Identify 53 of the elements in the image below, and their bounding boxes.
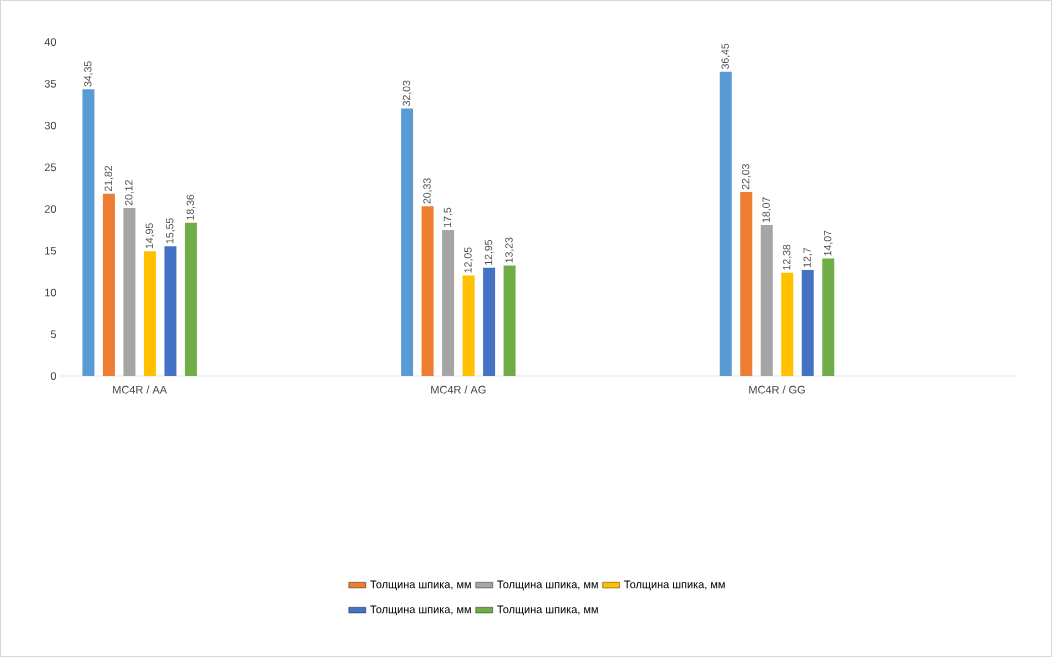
bar (82, 89, 95, 376)
bar (442, 229, 455, 376)
bar (102, 193, 115, 376)
bar (719, 71, 732, 376)
y-tick-label: 30 (44, 121, 57, 130)
bar (164, 246, 177, 376)
data-label: 12,7 (803, 247, 813, 267)
data-label: 12,95 (484, 239, 494, 265)
data-label: 14,95 (145, 223, 155, 249)
data-label: 12,05 (464, 247, 473, 273)
y-tick-label: 20 (44, 205, 57, 213)
bar (401, 108, 414, 376)
x-tick-label: MC4R / AA (113, 385, 168, 394)
data-label: 21,82 (104, 165, 114, 192)
data-label: 22,03 (741, 164, 751, 190)
bar (483, 267, 496, 376)
y-tick-label: 10 (45, 288, 57, 297)
bar (760, 225, 773, 376)
legend-label: Толщина шпика, мм (497, 605, 598, 616)
y-tick-label: 0 (50, 372, 57, 380)
data-label: 34,35 (84, 61, 93, 87)
data-label: 20,12 (125, 180, 134, 206)
data-label: 32,03 (402, 80, 412, 106)
x-tick-label: MC4R / GG (749, 385, 805, 394)
bar (781, 272, 794, 376)
legend-label: Толщина шпика, мм (497, 580, 598, 591)
y-tick-label: 35 (44, 79, 57, 88)
bar (462, 275, 475, 376)
y-tick-label: 40 (44, 38, 57, 46)
legend-label: Толщина шпика, мм (370, 605, 471, 616)
data-label: 18,36 (186, 194, 196, 220)
bar (801, 269, 814, 376)
data-label: 15,55 (166, 218, 175, 244)
data-label: 36,45 (721, 43, 731, 70)
data-label: 12,38 (782, 244, 792, 270)
legend-label: Толщина шпика, мм (370, 580, 471, 591)
y-tick-label: 15 (45, 246, 57, 255)
bar (123, 208, 136, 376)
data-label: 18,07 (762, 197, 772, 223)
data-label: 14,07 (823, 230, 833, 256)
y-tick-label: 25 (44, 163, 57, 172)
bar (421, 206, 434, 376)
bar (184, 222, 197, 376)
data-label: 20,33 (423, 178, 432, 204)
data-label: 17,5 (443, 207, 453, 227)
bar (740, 192, 753, 376)
x-tick-label: MC4R / AG (431, 385, 486, 394)
bar (143, 251, 156, 376)
bar (822, 258, 835, 376)
legend-label: Толщина шпика, мм (624, 580, 725, 591)
bar (503, 265, 516, 376)
y-tick-label: 5 (50, 330, 57, 339)
data-label: 13,23 (505, 237, 514, 263)
